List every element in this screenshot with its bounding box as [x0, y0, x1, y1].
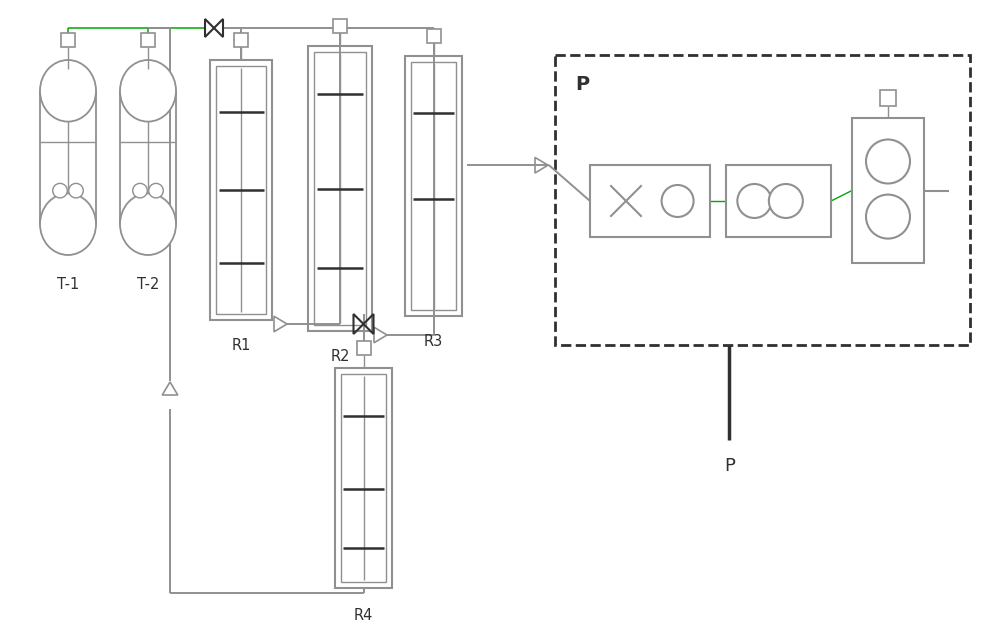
- Circle shape: [866, 195, 910, 239]
- Circle shape: [149, 183, 163, 198]
- Ellipse shape: [40, 60, 96, 122]
- Bar: [426, 29, 440, 43]
- Circle shape: [69, 183, 83, 198]
- Ellipse shape: [120, 193, 176, 255]
- Bar: [314, 52, 366, 325]
- Text: T-2: T-2: [137, 277, 159, 292]
- Bar: [590, 165, 710, 237]
- Bar: [234, 33, 248, 47]
- Bar: [141, 33, 155, 47]
- Bar: [308, 46, 372, 331]
- Text: R1: R1: [231, 338, 251, 353]
- Circle shape: [53, 183, 67, 198]
- Bar: [216, 66, 266, 314]
- Bar: [341, 374, 386, 582]
- Bar: [40, 91, 96, 224]
- Bar: [555, 55, 970, 345]
- Text: R2: R2: [330, 349, 350, 364]
- Circle shape: [662, 185, 694, 217]
- Bar: [335, 368, 392, 588]
- Bar: [120, 91, 176, 224]
- Ellipse shape: [40, 193, 96, 255]
- Circle shape: [737, 184, 771, 218]
- Circle shape: [866, 139, 910, 183]
- Text: R4: R4: [354, 608, 373, 623]
- Bar: [61, 33, 75, 47]
- Bar: [405, 56, 462, 316]
- Bar: [411, 62, 456, 310]
- Ellipse shape: [120, 60, 176, 122]
- Bar: [210, 60, 272, 320]
- Text: P: P: [575, 75, 589, 94]
- Bar: [880, 90, 896, 106]
- Text: R3: R3: [424, 334, 443, 349]
- Circle shape: [769, 184, 803, 218]
- Circle shape: [133, 183, 147, 198]
- Bar: [333, 19, 347, 33]
- Bar: [726, 165, 831, 237]
- Bar: [356, 341, 370, 355]
- Bar: [852, 118, 924, 263]
- Text: P: P: [724, 457, 735, 475]
- Text: T-1: T-1: [57, 277, 79, 292]
